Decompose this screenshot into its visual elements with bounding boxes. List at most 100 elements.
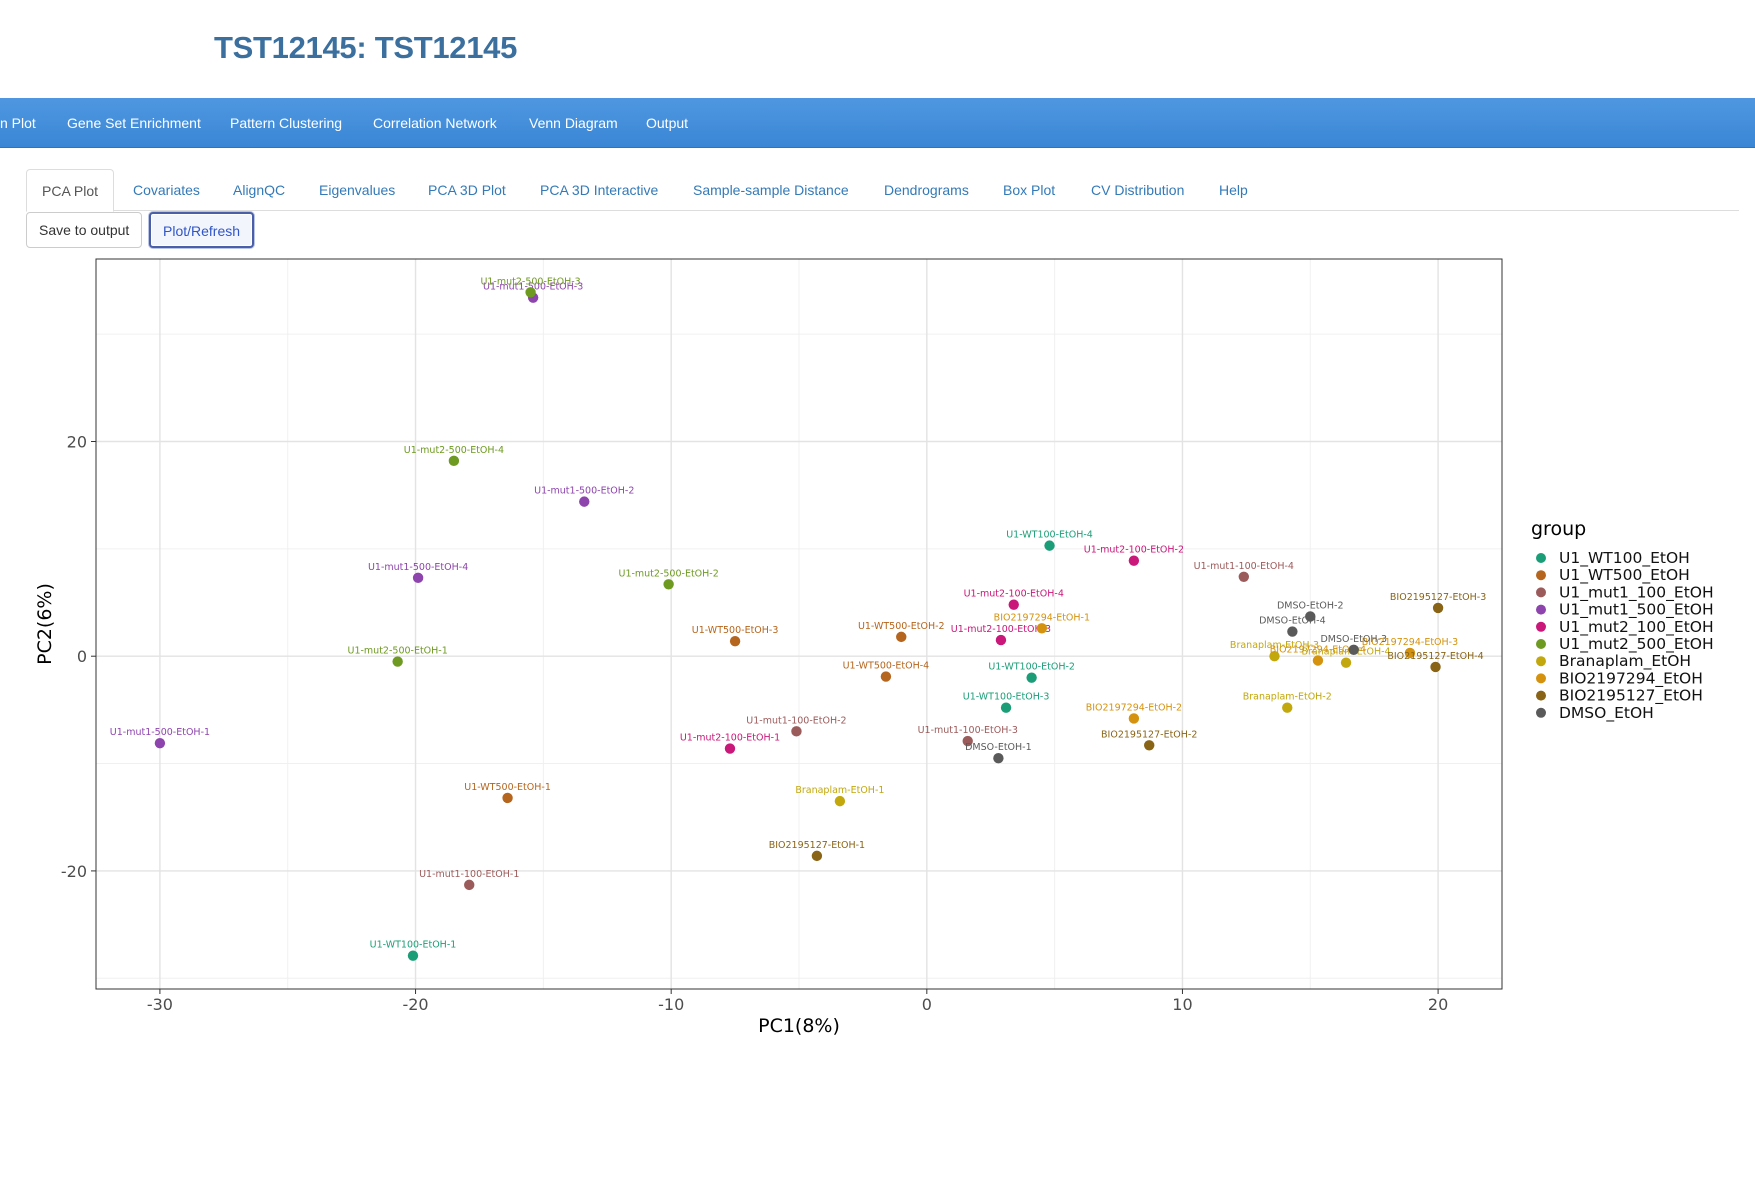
tab-dendrograms[interactable]: Dendrograms (884, 182, 969, 198)
tab-eigenvalues[interactable]: Eigenvalues (319, 182, 396, 198)
pca-scatter-chart: -30 -20 -10 0 10 20 -20 0 20 PC1(8%) PC2(6%) U1-WT1… (34, 258, 1714, 1037)
legend-label: U1_mut2_100_EtOH (1559, 618, 1714, 637)
point-label: U1-mut1-500-EtOH-4 (368, 562, 468, 573)
point-label: Branaplam-EtOH-3 (1230, 640, 1319, 651)
y-tick-label: 0 (77, 647, 87, 666)
data-point (791, 726, 802, 737)
data-point (811, 850, 823, 862)
point-label: U1-mut1-100-EtOH-2 (746, 715, 846, 726)
point-label: BIO2195127-EtOH-1 (769, 840, 865, 851)
tab-help[interactable]: Help (1219, 182, 1248, 198)
x-axis-title: PC1(8%) (758, 1015, 840, 1037)
legend-key (1536, 621, 1546, 632)
point-label: DMSO-EtOH-2 (1277, 600, 1344, 611)
nav-item-correlation-network[interactable]: Correlation Network (373, 115, 497, 131)
data-point (663, 579, 674, 590)
legend-key (1536, 673, 1546, 684)
data-point (502, 792, 513, 804)
data-point (1144, 740, 1155, 751)
point-label: U1-mut2-100-EtOH-2 (1084, 545, 1184, 556)
legend-key (1536, 553, 1546, 563)
legend-label: Branaplam_EtOH (1559, 652, 1691, 671)
data-point (880, 671, 892, 682)
legend-key (1536, 707, 1546, 718)
point-label: Branaplam-EtOH-4 (1302, 647, 1391, 658)
point-label: U1-WT100-EtOH-2 (988, 662, 1075, 673)
data-point (1287, 626, 1298, 637)
data-point (525, 287, 536, 298)
point-label: U1-mut2-100-EtOH-4 (964, 589, 1064, 600)
legend-label: BIO2197294_EtOH (1559, 669, 1703, 688)
data-point (412, 572, 424, 584)
nav-item-pattern-clustering[interactable]: Pattern Clustering (230, 115, 343, 131)
data-point (729, 635, 741, 647)
point-label: U1-mut1-100-EtOH-4 (1194, 561, 1294, 572)
data-point (995, 634, 1007, 646)
data-point (1128, 713, 1140, 724)
point-label: U1-WT100-EtOH-1 (370, 940, 457, 951)
tab-box-plot[interactable]: Box Plot (1003, 182, 1056, 198)
data-point (1282, 702, 1293, 713)
nav-item-expression-plot[interactable]: n Plot (0, 115, 36, 131)
point-label: U1-WT500-EtOH-2 (858, 621, 945, 632)
save-to-output-button[interactable]: Save to output (26, 212, 143, 248)
point-label: BIO2197294-EtOH-2 (1086, 702, 1182, 713)
point-label: BIO2195127-EtOH-2 (1101, 729, 1197, 740)
legend-key (1536, 587, 1546, 598)
point-label: U1-mut2-500-EtOH-1 (348, 646, 448, 657)
point-label: BIO2197294-EtOH-4 (1270, 645, 1366, 656)
x-tick-label: 0 (922, 995, 932, 1014)
point-label: DMSO-EtOH-3 (1320, 634, 1387, 645)
data-point (1430, 661, 1441, 673)
legend-key (1536, 604, 1546, 615)
tab-covariates[interactable]: Covariates (133, 182, 200, 198)
point-label: DMSO-EtOH-1 (965, 742, 1032, 753)
legend-label: U1_mut1_500_EtOH (1559, 601, 1714, 620)
tab-pca-plot[interactable]: PCA Plot (26, 169, 115, 212)
data-point (962, 735, 973, 747)
data-point (154, 737, 166, 749)
data-point (1305, 611, 1316, 622)
tab-alignqc[interactable]: AlignQC (233, 182, 286, 198)
x-tick-label: 20 (1428, 995, 1448, 1014)
legend-title: group (1531, 518, 1586, 540)
nav-item-venn-diagram[interactable]: Venn Diagram (529, 115, 618, 131)
plot-refresh-button[interactable]: Plot/Refresh (149, 212, 255, 248)
point-label: DMSO-EtOH-4 (1259, 616, 1326, 627)
tab-sample-sample-distance[interactable]: Sample-sample Distance (693, 182, 849, 198)
data-point (1404, 647, 1416, 659)
point-label: U1-mut1-500-EtOH-3 (483, 282, 583, 293)
app-title: TST12145: TST12145 (214, 30, 518, 65)
data-point (1000, 702, 1012, 713)
data-point (1269, 651, 1280, 662)
y-tick-label: -20 (61, 862, 87, 881)
data-point (392, 656, 403, 667)
data-point (1238, 571, 1250, 582)
data-point (407, 950, 419, 961)
data-point (1348, 644, 1359, 655)
x-tick-label: -10 (658, 995, 684, 1014)
point-label: Branaplam-EtOH-1 (795, 785, 884, 796)
point-label: U1-WT500-EtOH-3 (692, 625, 779, 636)
tab-cv-distribution[interactable]: CV Distribution (1091, 182, 1185, 198)
nav-item-output[interactable]: Output (646, 115, 689, 131)
point-label: U1-WT100-EtOH-4 (1006, 530, 1093, 541)
data-point (834, 795, 846, 807)
tab-pca-3d-interactive[interactable]: PCA 3D Interactive (540, 182, 659, 198)
x-tick-label: 10 (1172, 995, 1192, 1014)
point-label: BIO2195127-EtOH-4 (1387, 651, 1483, 662)
tab-pca-3d-plot[interactable]: PCA 3D Plot (428, 182, 506, 198)
legend-label: U1_mut1_100_EtOH (1559, 583, 1714, 602)
y-tick-label: 20 (67, 433, 87, 452)
data-point (1036, 623, 1048, 634)
x-tick-label: -20 (402, 995, 428, 1014)
nav-item-gene-set-enrichment[interactable]: Gene Set Enrichment (67, 115, 201, 131)
top-navbar: n Plot Gene Set Enrichment Pattern Clust… (0, 98, 1755, 148)
data-point (464, 879, 475, 891)
data-point (724, 743, 736, 754)
point-label: U1-mut2-100-EtOH-3 (951, 624, 1051, 635)
data-point (579, 496, 590, 507)
point-label: U1-mut1-100-EtOH-1 (419, 869, 519, 880)
legend-label: U1_WT500_EtOH (1559, 566, 1690, 585)
point-label: U1-mut2-500-EtOH-3 (480, 276, 580, 287)
